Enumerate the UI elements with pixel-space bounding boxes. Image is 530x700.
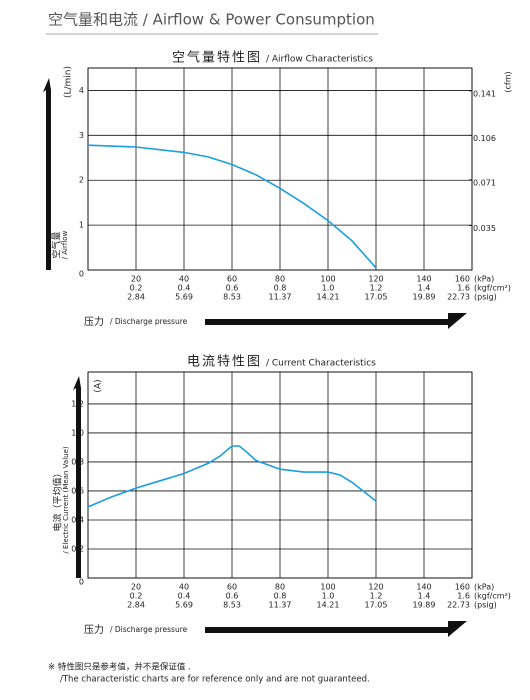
y2-tick-label: 0.071 [473, 178, 496, 187]
x-tick-label: 120 [368, 275, 383, 284]
x-tick-label-kgf: 0.2 [130, 284, 143, 293]
x-tick-label-psig: 17.05 [365, 293, 388, 302]
y-label: 电流（平均值） [52, 468, 64, 531]
x-tick-label-psig: 19.89 [413, 601, 436, 610]
x-tick-label-psig: 17.05 [365, 601, 388, 610]
x-tick-label: 80 [275, 275, 285, 284]
y2-tick-label: 0.035 [473, 224, 496, 233]
x-tick-label-kgf: 1.0 [322, 284, 335, 293]
page-title: 空气量和电流 / Airflow & Power Consumption [48, 11, 375, 29]
y-label: / Airflow [61, 230, 69, 259]
x-tick-label: 140 [416, 583, 431, 592]
x-tick-label-kgf: 0.8 [274, 592, 287, 601]
x-tick-label: 100 [320, 275, 335, 284]
x-tick-label: 160 [455, 583, 470, 592]
x-tick-label-psig: 5.69 [175, 601, 193, 610]
x-unit: (psig) [474, 601, 497, 610]
y-unit: (L/min) [64, 66, 74, 98]
x-tick-label-psig: 8.53 [223, 293, 241, 302]
y-label: 空气量 [51, 231, 63, 258]
x-tick-label: 40 [179, 583, 189, 592]
x-tick-label: 140 [416, 275, 431, 284]
y-tick-label: 2 [79, 176, 84, 185]
y-tick-label: 4 [79, 86, 84, 95]
y-arrow [73, 376, 81, 578]
x-tick-label-psig: 14.21 [317, 293, 340, 302]
x-tick-label-psig: 2.84 [127, 601, 145, 610]
x-tick-label-kgf: 0.4 [178, 284, 191, 293]
y-unit: (A) [94, 379, 104, 392]
x-arrow [205, 621, 467, 637]
x-tick-label: 60 [227, 583, 237, 592]
y2-tick-label: 0.106 [473, 134, 496, 143]
x-tick-label-psig: 11.37 [269, 601, 292, 610]
y-tick-label: 1 [79, 221, 84, 230]
x-unit: (kPa) [474, 275, 494, 284]
chart-title: 空气量特性图 [172, 50, 262, 66]
x-tick-label-kgf: 1.4 [418, 592, 431, 601]
x-tick-label-kgf: 1.6 [457, 284, 470, 293]
chart-subtitle: / Airflow Characteristics [266, 55, 373, 65]
x-tick-label-kgf: 0.4 [178, 592, 191, 601]
x-label-en: / Discharge pressure [110, 317, 188, 326]
y-arrow [43, 78, 51, 270]
chart-subtitle: / Current Characteristics [266, 359, 376, 369]
footnote: ※ 特性图只是参考值，并不是保证值 . [48, 662, 191, 673]
y2-tick-label: 0.141 [473, 89, 496, 98]
x-tick-label: 100 [320, 583, 335, 592]
x-unit: (kPa) [474, 583, 494, 592]
y2-unit: (cfm) [504, 71, 513, 92]
x-tick-label-kgf: 1.2 [370, 284, 383, 293]
x-tick-label-kgf: 1.4 [418, 284, 431, 293]
data-line [87, 144, 377, 269]
y-tick-label: 3 [79, 131, 84, 140]
x-tick-label-psig: 5.69 [175, 293, 193, 302]
x-tick-label-kgf: 0.8 [274, 284, 287, 293]
x-tick-label: 80 [275, 583, 285, 592]
x-tick-label-psig: 19.89 [413, 293, 436, 302]
x-tick-label-kgf: 1.2 [370, 592, 383, 601]
y-tick-label: 0 [79, 270, 84, 279]
x-tick-label: 160 [455, 275, 470, 284]
data-line [87, 445, 377, 508]
x-tick-label-kgf: 0.6 [226, 284, 239, 293]
chart-title: 电流特性图 [187, 355, 262, 370]
x-tick-label: 20 [131, 275, 141, 284]
x-tick-label-kgf: 0.2 [130, 592, 143, 601]
x-unit: (kgf/cm²) [474, 592, 511, 601]
x-label-en: / Discharge pressure [110, 625, 188, 634]
x-label: 压力 [84, 623, 104, 636]
x-unit: (psig) [474, 293, 497, 302]
y-label: / Electric Current (Mean Value) [62, 446, 70, 554]
x-tick-label: 40 [179, 275, 189, 284]
x-arrow [205, 313, 467, 329]
x-tick-label-psig: 2.84 [127, 293, 145, 302]
y-tick-label: 0 [79, 578, 84, 587]
x-tick-label-kgf: 0.6 [226, 592, 239, 601]
x-tick-label-psig: 11.37 [269, 293, 292, 302]
x-tick-label-kgf: 1.6 [457, 592, 470, 601]
x-tick-label-psig: 22.73 [447, 293, 470, 302]
x-label: 压力 [84, 315, 104, 328]
x-tick-label-psig: 8.53 [223, 601, 241, 610]
x-tick-label-psig: 22.73 [447, 601, 470, 610]
footnote: /The characteristic charts are for refer… [60, 675, 370, 685]
x-unit: (kgf/cm²) [474, 284, 511, 293]
x-tick-label: 60 [227, 275, 237, 284]
x-tick-label: 20 [131, 583, 141, 592]
x-tick-label: 120 [368, 583, 383, 592]
x-tick-label-psig: 14.21 [317, 601, 340, 610]
x-tick-label-kgf: 1.0 [322, 592, 335, 601]
